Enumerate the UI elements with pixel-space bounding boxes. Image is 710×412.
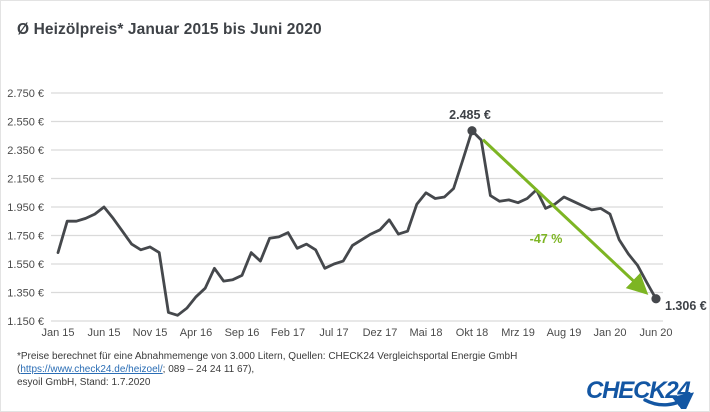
x-tick-label: Jun 15 bbox=[87, 327, 120, 339]
percent-change-label: -47 % bbox=[530, 232, 563, 246]
y-tick-label: 1.350 € bbox=[7, 288, 44, 300]
peak-value-label: 2.485 € bbox=[449, 108, 491, 122]
decline-arrow bbox=[481, 138, 649, 295]
price-line bbox=[56, 129, 658, 317]
source-note-text-3: esyoil GmbH, Stand: 1.7.2020 bbox=[17, 377, 151, 389]
chart-annotations: -47 % 2.485 € 1.306 € bbox=[449, 108, 707, 313]
y-tick-label: 1.150 € bbox=[7, 316, 44, 328]
x-tick-label: Mai 18 bbox=[409, 327, 442, 339]
y-tick-label: 2.150 € bbox=[7, 174, 44, 186]
check24-swoosh-icon bbox=[643, 392, 695, 409]
x-tick-label: Jan 15 bbox=[41, 327, 74, 339]
end-value-label: 1.306 € bbox=[665, 299, 707, 313]
check24-logo-text: CHECK24 bbox=[586, 377, 690, 404]
heizoel-link[interactable]: https://www.check24.de/heizoel/ bbox=[20, 364, 163, 376]
x-tick-label: Nov 15 bbox=[133, 327, 168, 339]
price-line-series bbox=[56, 129, 658, 317]
x-tick-label: Dez 17 bbox=[363, 327, 398, 339]
source-note: *Preise berechnet für eine Abnahmemenge … bbox=[17, 350, 617, 390]
check24-logo: CHECK24 bbox=[586, 377, 695, 409]
source-note-text-1: *Preise berechnet für eine Abnahmemenge … bbox=[17, 351, 518, 376]
peak-marker bbox=[467, 126, 477, 136]
page-title: Ø Heizölpreis* Januar 2015 bis Juni 2020 bbox=[17, 21, 322, 38]
x-tick-label: Jan 20 bbox=[593, 327, 626, 339]
x-tick-label: Apr 16 bbox=[180, 327, 212, 339]
x-tick-label: Aug 19 bbox=[547, 327, 582, 339]
y-tick-label: 1.750 € bbox=[7, 231, 44, 243]
y-tick-label: 2.750 € bbox=[7, 88, 44, 100]
x-tick-label: Sep 16 bbox=[225, 327, 260, 339]
y-tick-label: 2.350 € bbox=[7, 145, 44, 157]
y-tick-label: 2.550 € bbox=[7, 117, 44, 129]
x-tick-label: Mrz 19 bbox=[501, 327, 535, 339]
grid-lines bbox=[51, 92, 663, 322]
x-tick-label: Jul 17 bbox=[319, 327, 348, 339]
end-marker bbox=[651, 294, 661, 304]
x-tick-label: Okt 18 bbox=[456, 327, 488, 339]
y-tick-label: 1.950 € bbox=[7, 202, 44, 214]
source-note-text-2: ; 089 – 24 24 11 67), bbox=[162, 364, 255, 376]
y-tick-label: 1.550 € bbox=[7, 259, 44, 271]
x-tick-label: Feb 17 bbox=[271, 327, 305, 339]
x-tick-label: Jun 20 bbox=[639, 327, 672, 339]
axis-labels: 2.750 € 2.550 € 2.350 € 2.150 € 1.950 € 1.750… bbox=[7, 88, 672, 339]
